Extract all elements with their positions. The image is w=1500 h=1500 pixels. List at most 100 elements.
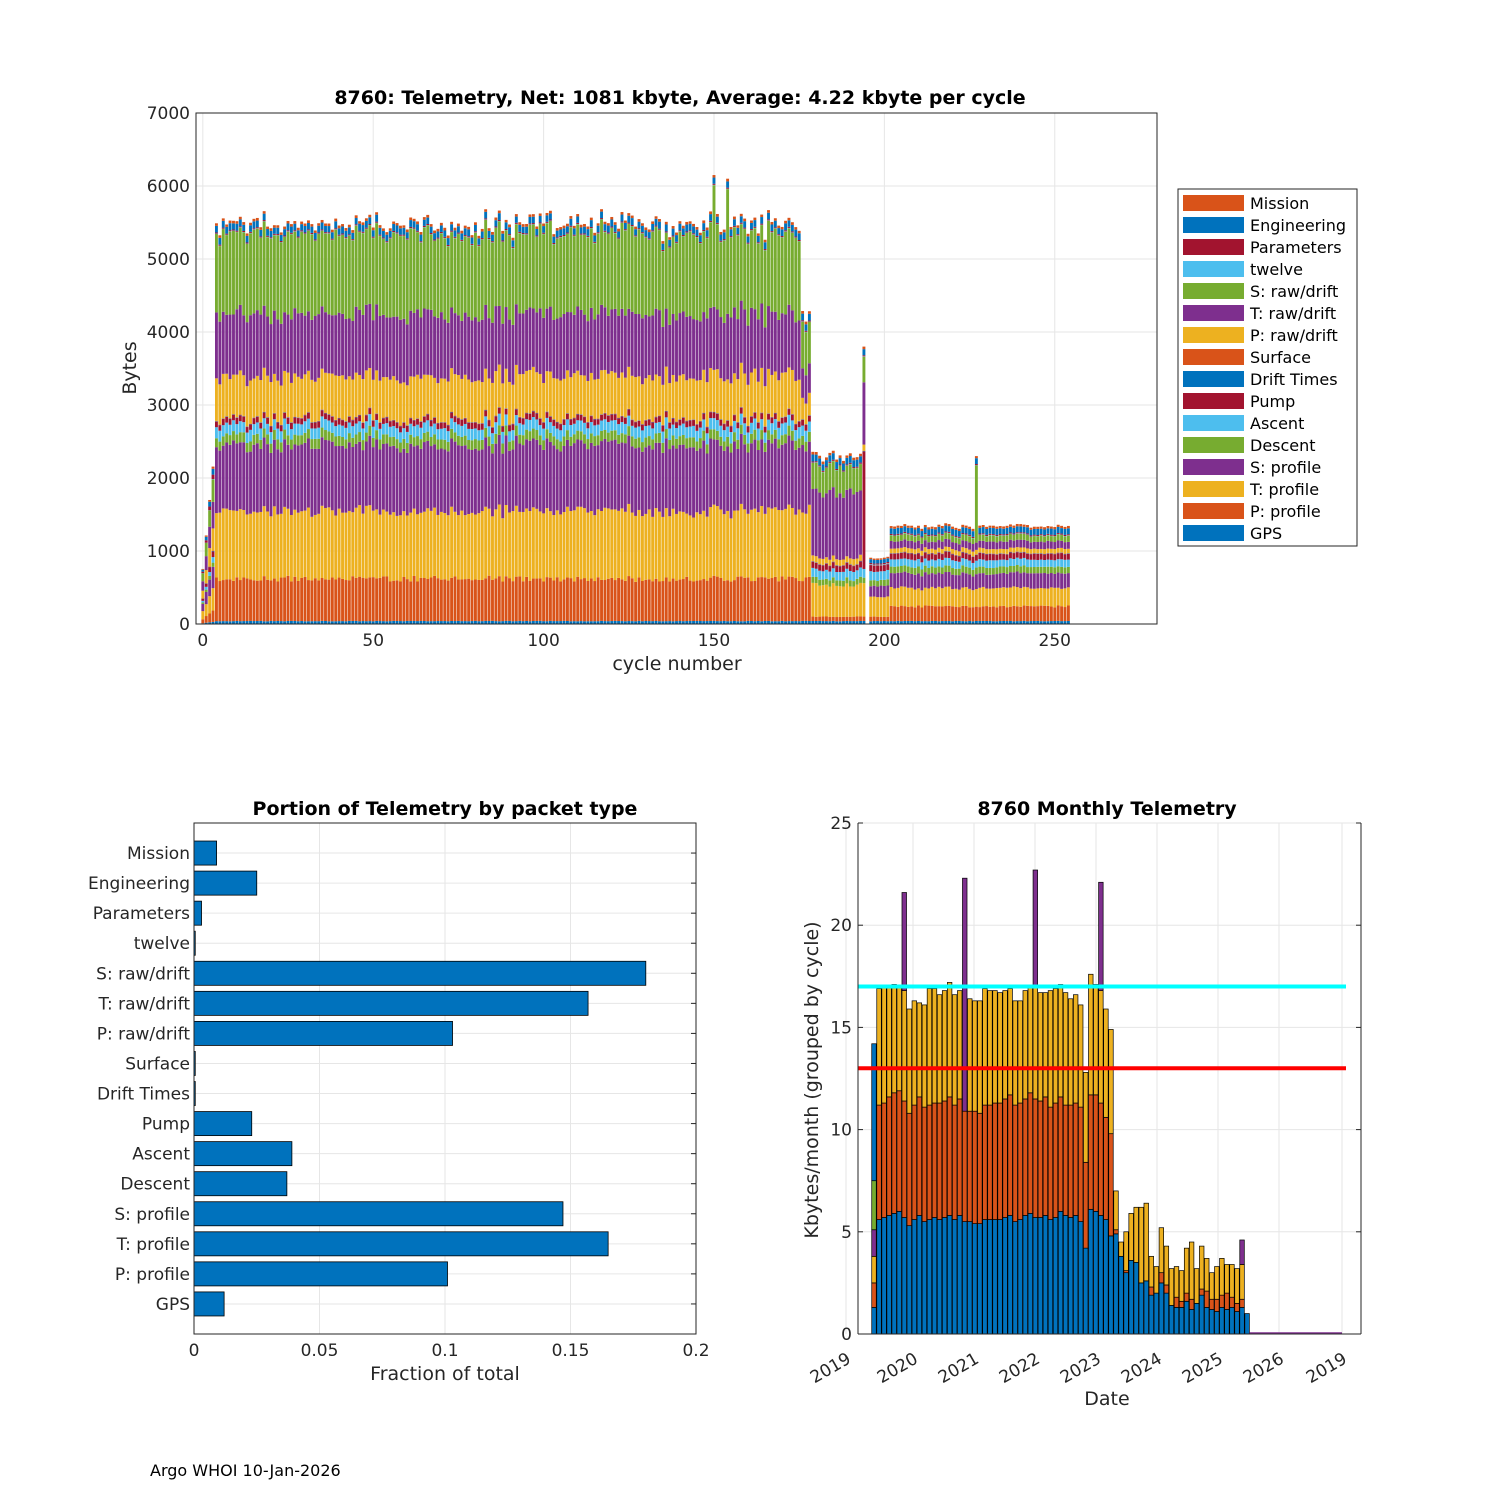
bar-segment [753, 309, 757, 369]
bar-segment [664, 308, 668, 367]
bar-segment [473, 422, 477, 429]
bar-segment [603, 429, 607, 439]
bar-segment [678, 425, 682, 437]
bar-segment [746, 620, 750, 624]
bar-segment [576, 430, 580, 440]
bar-segment [821, 565, 825, 572]
bar-segment [852, 621, 856, 624]
bar-segment [269, 580, 273, 621]
bar-segment [651, 231, 655, 316]
bar-segment [722, 441, 726, 451]
bar-segment [289, 232, 293, 234]
bar-segment [252, 580, 256, 622]
bar-segment [913, 560, 917, 568]
bar-segment [630, 420, 634, 426]
bar-segment [1029, 559, 1033, 568]
bar-segment [920, 528, 924, 532]
bar-segment [354, 443, 358, 508]
bar-segment [204, 589, 208, 592]
bar-segment [228, 579, 232, 622]
bar-segment [392, 426, 396, 437]
bar-segment [981, 553, 985, 560]
bar-segment [651, 439, 655, 450]
bar-segment [702, 579, 706, 622]
bar-segment [750, 229, 753, 231]
bar-segment [947, 621, 951, 624]
bar-segment [964, 559, 968, 567]
bar-segment [620, 422, 624, 434]
bar-segment [361, 231, 365, 233]
bar-segment [324, 223, 327, 226]
bar-segment [1019, 532, 1023, 534]
bar-segment [906, 540, 910, 549]
bar-segment [855, 558, 859, 565]
bar-segment [1039, 553, 1043, 560]
legend-swatch [1183, 371, 1244, 387]
bar-segment [245, 386, 249, 427]
bar-segment [940, 528, 944, 535]
bar-segment [416, 445, 419, 515]
bar-segment [266, 237, 270, 317]
bar-segment [245, 514, 249, 579]
bar-segment [337, 621, 341, 624]
y-tick-label: 7000 [147, 104, 190, 124]
bar-segment [906, 606, 910, 622]
bar-segment [746, 244, 750, 326]
y-tick-label: Descent [120, 1175, 190, 1195]
bar-segment [443, 428, 447, 440]
bar-segment [606, 225, 610, 233]
bar-segment [1113, 1233, 1119, 1335]
bar-segment [542, 223, 546, 227]
bar-segment [456, 435, 460, 446]
bar-segment [593, 445, 597, 516]
bar-segment [477, 450, 481, 514]
bar-segment [1204, 1258, 1210, 1292]
bar-segment [903, 565, 907, 572]
bar-segment [214, 427, 218, 439]
bar-segment [998, 528, 1002, 535]
bar-segment [715, 224, 719, 310]
bar-segment [409, 220, 413, 227]
bar-segment [845, 621, 849, 624]
bar-segment [630, 578, 634, 622]
bar-segment [214, 447, 218, 514]
bar-segment [436, 439, 440, 450]
bar-segment [501, 240, 505, 242]
bar-segment [531, 578, 535, 622]
bar-segment [763, 242, 767, 250]
bar-segment [756, 422, 760, 429]
bar-segment [470, 237, 474, 244]
bar-segment [426, 508, 430, 579]
bar-segment [589, 416, 593, 423]
bar-segment [480, 621, 484, 624]
bar-segment [726, 510, 730, 581]
bar-segment [409, 376, 413, 418]
bar-segment [211, 501, 215, 529]
bar-segment [842, 497, 845, 560]
bar-segment [545, 212, 549, 216]
bar-segment [848, 558, 852, 565]
bar-segment [351, 446, 355, 513]
bar-segment [814, 583, 818, 617]
bar-segment [317, 377, 321, 421]
bar-segment [201, 602, 205, 604]
bar-segment [848, 580, 852, 587]
bar-segment [1022, 990, 1028, 1100]
bar-segment [368, 217, 372, 225]
bar-segment [395, 233, 399, 317]
bar-segment [787, 304, 791, 368]
bar-segment [289, 581, 293, 621]
bar-segment [201, 590, 205, 599]
bar-segment [460, 579, 464, 622]
bar-segment [1189, 1309, 1195, 1335]
bar-segment [1036, 588, 1040, 607]
bar-segment [228, 444, 232, 511]
bar-segment [470, 621, 474, 624]
bar-segment [871, 1229, 877, 1257]
bar-segment [623, 222, 627, 230]
bar-segment [978, 534, 982, 541]
bar-segment [658, 228, 661, 230]
bar-segment [719, 509, 723, 578]
bar-segment [797, 621, 801, 624]
bar-segment [620, 416, 624, 423]
